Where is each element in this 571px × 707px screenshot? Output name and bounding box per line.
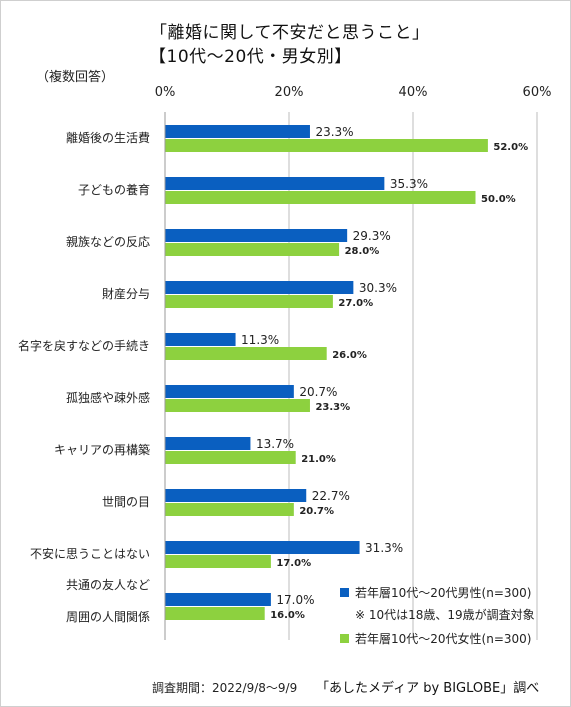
legend-item-male: 若年層10代～20代男性(n=300) xyxy=(340,584,531,601)
bar-male xyxy=(165,541,360,554)
bar-female xyxy=(165,607,265,620)
data-label-male: 30.3% xyxy=(359,281,397,295)
data-label-male: 29.3% xyxy=(353,229,391,243)
data-label-female: 28.0% xyxy=(345,246,380,257)
legend-label-male: 若年層10代～20代男性(n=300) xyxy=(355,586,532,600)
data-label-female: 50.0% xyxy=(481,194,516,205)
legend-label-female: 若年層10代～20代女性(n=300) xyxy=(355,632,532,646)
source-credit: 「あしたメディア by BIGLOBE」調べ xyxy=(316,681,540,696)
data-label-female: 26.0% xyxy=(332,350,367,361)
data-label-female: 23.3% xyxy=(315,402,350,413)
legend-swatch-male xyxy=(340,588,349,597)
bar-male xyxy=(165,385,294,398)
bar-male xyxy=(165,229,348,242)
x-tick-label: 20% xyxy=(275,85,304,100)
data-label-male: 13.7% xyxy=(256,437,294,451)
bar-female xyxy=(165,191,476,204)
bar-female xyxy=(165,399,310,412)
multiple-answer-note: （複数回答） xyxy=(36,70,115,85)
bar-female xyxy=(165,295,333,308)
category-label: 世間の目 xyxy=(102,495,150,509)
x-tick-label: 60% xyxy=(523,85,552,100)
x-tick-label: 0% xyxy=(155,85,176,100)
bar-female xyxy=(165,139,488,152)
category-label: 共通の友人など xyxy=(66,578,150,592)
chart-subtitle: 【10代～20代・男女別】 xyxy=(149,47,352,67)
legend-item-female: 若年層10代～20代女性(n=300) xyxy=(340,630,531,647)
category-label: 孤独感や疎外感 xyxy=(66,390,150,405)
data-label-male: 35.3% xyxy=(390,177,428,191)
category-label: 子どもの養育 xyxy=(78,182,150,197)
data-label-male: 23.3% xyxy=(315,125,353,139)
bar-female xyxy=(165,503,294,516)
data-label-male: 17.0% xyxy=(276,593,314,607)
data-label-female: 17.0% xyxy=(276,558,311,569)
bar-female xyxy=(165,555,271,568)
category-label: 財産分与 xyxy=(102,286,150,301)
bar-female xyxy=(165,451,296,464)
category-label: 親族などの反応 xyxy=(66,235,150,249)
data-label-male: 31.3% xyxy=(365,541,403,555)
bar-male xyxy=(165,593,271,606)
bar-male xyxy=(165,333,236,346)
data-label-male: 20.7% xyxy=(299,385,337,399)
x-tick-label: 40% xyxy=(399,85,428,100)
category-label: キャリアの再構築 xyxy=(54,442,150,457)
legend-footnote: ※ 10代は18歳、19歳が調査対象 xyxy=(355,606,535,623)
data-label-male: 11.3% xyxy=(241,333,279,347)
bar-male xyxy=(165,281,354,294)
bar-female xyxy=(165,243,340,256)
data-label-male: 22.7% xyxy=(312,489,350,503)
category-label: 名字を戻すなどの手続き xyxy=(18,338,150,353)
bar-male xyxy=(165,177,385,190)
chart-title: 「離婚に関して不安だと思うこと」 xyxy=(150,23,430,43)
survey-period: 調査期間：2022/9/8～9/9 xyxy=(152,681,298,695)
legend-footnote-text: ※ 10代は18歳、19歳が調査対象 xyxy=(355,608,535,622)
category-label: 離婚後の生活費 xyxy=(66,130,150,145)
data-label-female: 20.7% xyxy=(299,506,334,517)
bar-male xyxy=(165,437,251,450)
data-label-female: 21.0% xyxy=(301,454,336,465)
bar-male xyxy=(165,489,307,502)
category-label: 不安に思うことはない xyxy=(30,546,150,561)
bar-male xyxy=(165,125,310,138)
data-label-female: 16.0% xyxy=(270,610,305,621)
legend-swatch-female xyxy=(340,634,349,643)
data-label-female: 27.0% xyxy=(338,298,373,309)
category-label: 周囲の人間関係 xyxy=(66,610,150,624)
bar-female xyxy=(165,347,327,360)
data-label-female: 52.0% xyxy=(493,142,528,153)
